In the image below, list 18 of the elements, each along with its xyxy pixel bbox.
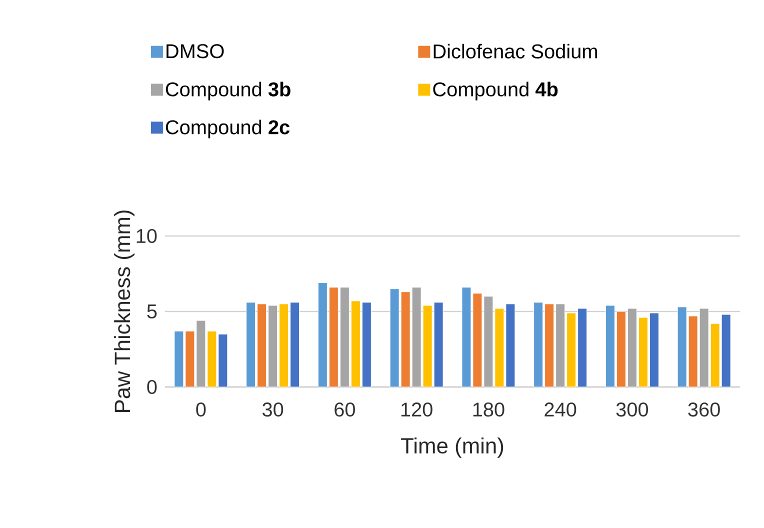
y-tick-label: 5 [147,304,157,318]
y-tick-label: 10 [136,228,157,244]
legend-label: DMSO [166,44,224,58]
x-tick-label: 240 [544,402,576,417]
legend-label: Diclofenac Sodium [434,44,597,58]
x-tick-label: 0 [196,402,206,417]
legend-label: Compound 4b [433,82,558,100]
legend-label: Compound 2c [166,120,290,138]
x-tick-label: 300 [616,402,648,417]
x-tick-label: 360 [688,402,720,417]
x-axis-title: Time (min) [401,437,504,458]
x-tick-label: 60 [334,402,355,417]
y-axis-title: Paw Thickness (mm) [114,210,134,412]
y-tick-label: 0 [147,380,157,394]
x-tick-label: 180 [473,402,504,417]
x-tick-label: 120 [401,402,432,417]
x-tick-label: 30 [262,402,284,417]
legend-label: Compound 3b [166,82,290,100]
